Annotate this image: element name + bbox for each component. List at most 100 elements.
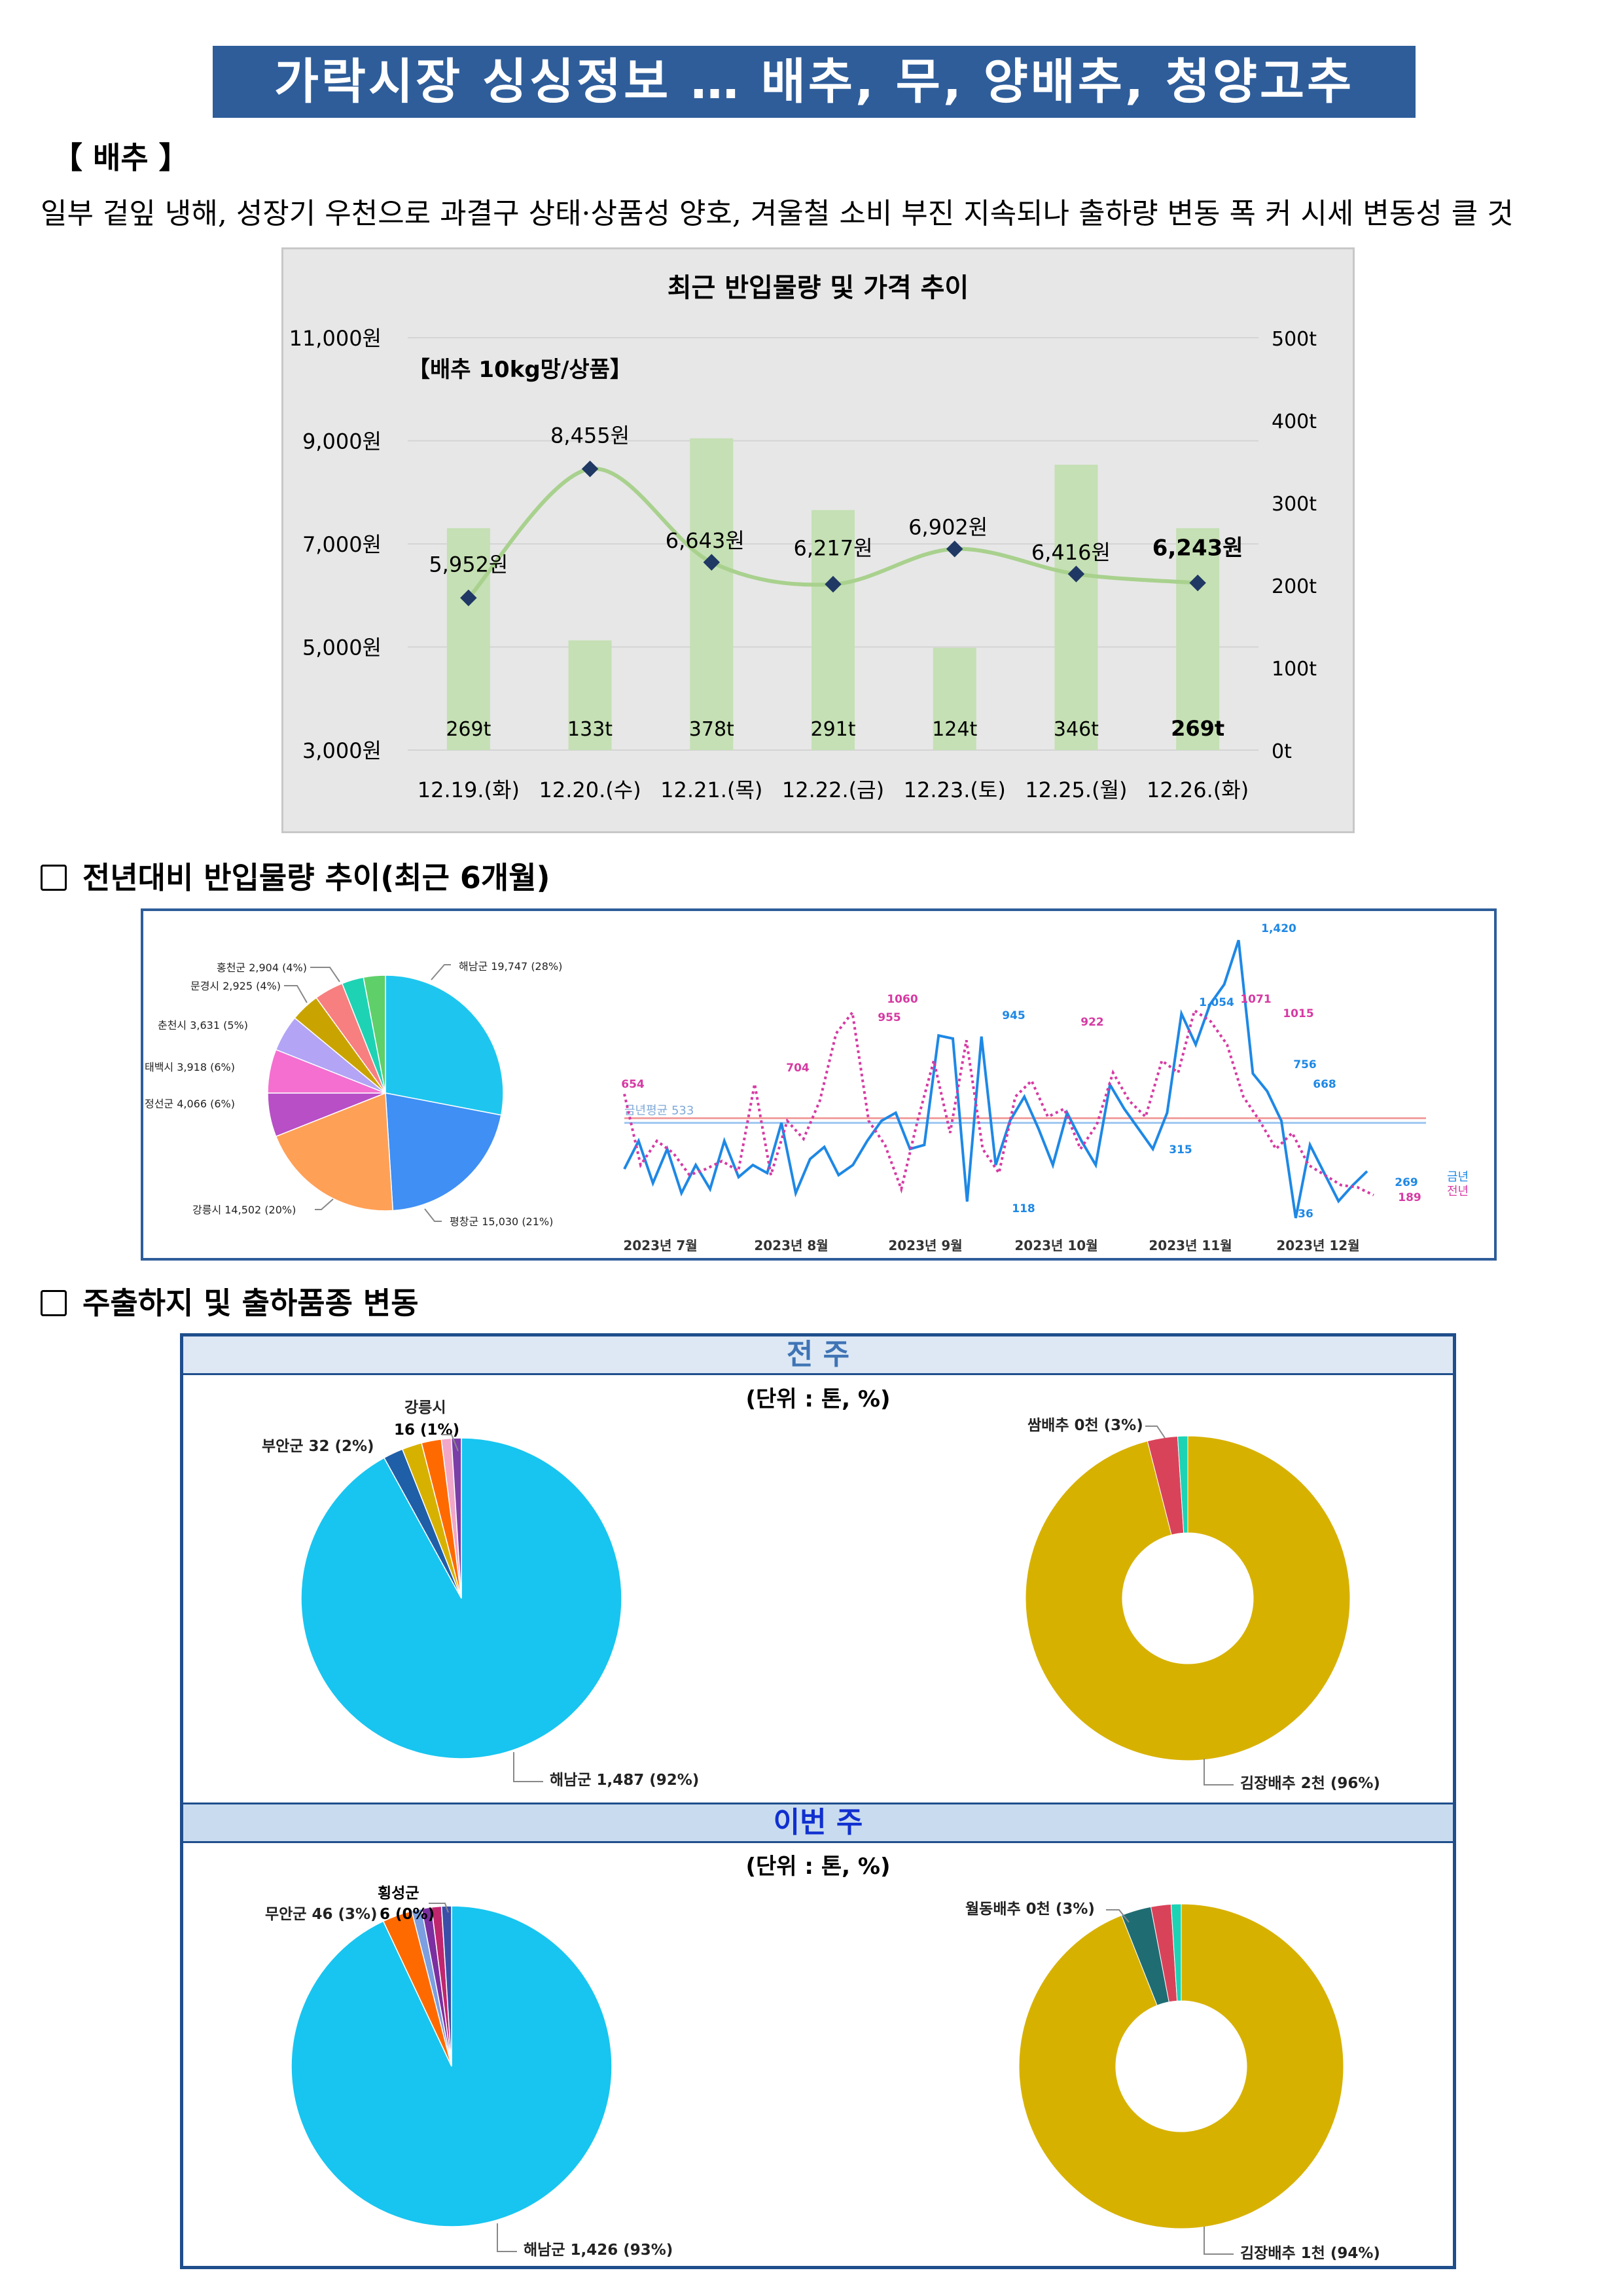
x-axis-label: 12.23.(토) [904,778,1006,802]
volume-bar [933,647,976,750]
price-label: 6,643원 [666,528,745,553]
volume-bar [1176,528,1220,750]
volume-bar [568,640,612,750]
trend-panel-svg: 해남군 19,747 (28%) 평창군 15,030 (21%) 강릉시 14,5… [145,922,1469,1253]
leader-line [1204,2227,1234,2255]
point-label: 1060 [887,993,918,1006]
point-label: 315 [1169,1143,1192,1157]
right-axis-tick: 0t [1272,740,1292,763]
point-label: 269 [1395,1176,1418,1189]
volume-bar [690,438,734,750]
point-label: 945 [1002,1009,1026,1022]
volume-label: 124t [932,718,977,741]
pie-slice [1025,1435,1351,1761]
x-axis-label: 12.20.(수) [539,778,641,802]
pie-slice [1177,1435,1188,1534]
trend-panel: 해남군 19,747 (28%) 평창군 15,030 (21%) 강릉시 14,5… [141,908,1497,1261]
x-axis-label: 12.19.(화) [418,778,520,802]
leader-line [310,967,340,982]
slice-label: 해남군 19,747 (28%) [459,960,562,973]
volume-label: 133t [567,718,613,741]
point-label: 668 [1313,1078,1336,1091]
point-label: 756 [1293,1058,1317,1071]
leader-line [1204,1759,1234,1785]
right-axis-tick: 200t [1272,575,1317,598]
pie-slice [450,1437,462,1599]
slice-label: 김장배추 1천 (94%) [1240,2245,1380,2262]
point-label: 189 [1398,1191,1421,1204]
volume-label: 346t [1054,718,1099,741]
volume-label: 378t [689,718,734,741]
price-marker [460,589,477,607]
x-axis-label: 12.26.(화) [1147,778,1249,802]
volume-label: 291t [810,718,855,741]
section-title-trend: 전년대비 반입물량 추이(최근 6개월) [41,854,550,897]
page-title-banner: 가락시장 싱싱정보 … 배추, 무, 양배추, 청양고추 [213,46,1416,118]
checkbox-marker [41,865,67,891]
origin-variety-panel: 전 주 (단위 : 톤, %) 이번 주 (단위 : 톤, %) 해남군 1,4… [180,1333,1456,2269]
slice-label: 6 (0%) [380,1906,435,1923]
x-axis-label: 12.22.(금) [782,778,884,802]
checkbox-marker [41,1290,67,1316]
point-label: 704 [786,1062,810,1075]
slice-label: 해남군 1,426 (93%) [524,2242,673,2259]
point-label: 922 [1080,1016,1104,1029]
left-axis-tick: 9,000원 [302,429,382,454]
volume-label: 269t [446,718,491,741]
slice-label: 춘천시 3,631 (5%) [158,1019,248,1031]
region-pie: 해남군 19,747 (28%) 평창군 15,030 (21%) 강릉시 14,5… [145,960,562,1228]
slice-label: 김장배추 2천 (96%) [1240,1775,1380,1792]
leader-line [1145,1426,1166,1439]
point-label: 1015 [1283,1007,1313,1020]
right-axis-tick: 300t [1272,493,1317,516]
legend-previous: 전년 [1447,1185,1469,1198]
price-label: 5,952원 [429,552,508,577]
leader-line [431,964,451,980]
left-axis-tick: 7,000원 [302,532,382,557]
point-label: 118 [1012,1202,1035,1215]
price-volume-chart: 최근 반입물량 및 가격 추이 【배추 10kg망/상품】 269t 133t 37… [281,247,1355,833]
chart-subtitle: 【배추 10kg망/상품】 [408,357,632,383]
pie-slice [1170,1903,1182,2001]
price-volume-chart-svg: 최근 반입물량 및 가격 추이 【배추 10kg망/상품】 269t 133t 37… [289,273,1317,802]
section-title-origin-text: 주출하지 및 출하품종 변동 [82,1285,419,1321]
unit-label-this-week: (단위 : 톤, %) [745,1854,891,1880]
pie-slice [385,1092,502,1211]
slice-label: 무안군 46 (3%) [265,1906,378,1923]
series-line [623,1008,1374,1196]
left-axis-tick: 5,000원 [302,636,382,660]
chart-title: 최근 반입물량 및 가격 추이 [668,273,969,303]
slice-label: 부안군 32 (2%) [262,1438,374,1455]
point-label: 36 [1298,1208,1313,1221]
x-axis-label: 2023년 7월 [623,1238,697,1253]
x-axis-label: 2023년 12월 [1276,1238,1359,1253]
market-summary: 일부 겉잎 냉해, 성장기 우천으로 과결구 상태·상품성 양호, 겨울철 소비… [41,197,1514,230]
volume-bar [812,510,855,750]
section-title-origin: 주출하지 및 출하품종 변동 [41,1280,419,1323]
series-line [623,939,1368,1219]
leader-line [513,1752,543,1782]
slice-label: 평창군 15,030 (21%) [450,1215,553,1228]
slice-label: 홍천군 2,904 (4%) [217,961,307,974]
right-axis-tick: 100t [1272,658,1317,681]
pie-slice [1018,1903,1344,2229]
leader-line [442,1434,459,1452]
section-heading-cabbage: 【 배추 】 [52,140,189,175]
slice-label: 정선군 4,066 (6%) [145,1098,235,1110]
left-axis-tick: 3,000원 [302,738,382,763]
slice-label: 16 (1%) [394,1422,459,1439]
band-last-week: 전 주 [183,1336,1453,1375]
x-axis-label: 2023년 10월 [1014,1238,1097,1253]
leader-line [429,1903,449,1913]
leader-line [315,1198,334,1210]
average-label: 금년평균 533 [624,1104,694,1118]
price-marker [703,554,721,571]
volume-bar [446,528,490,750]
origin-variety-svg: 해남군 1,487 (92%) 부안군 32 (2%) 강릉시 16 (1%) 김장배… [262,1399,1380,2262]
price-label: 6,902원 [908,515,988,540]
price-label: 6,217원 [793,536,872,561]
x-axis-label: 2023년 9월 [888,1238,962,1253]
price-marker [946,540,963,558]
x-axis-label: 12.25.(월) [1025,778,1127,802]
volume-label: 269t [1171,716,1224,741]
